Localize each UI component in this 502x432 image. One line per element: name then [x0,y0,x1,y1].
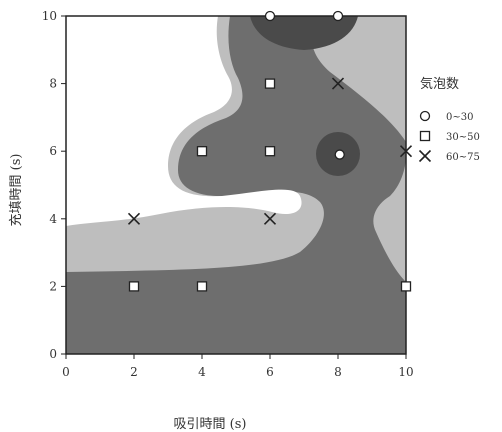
x-tick-label: 8 [334,365,342,379]
x-tick-label: 4 [198,365,206,379]
y-axis-label: 充填時間 (s) [8,154,24,227]
data-point-cross [399,145,413,158]
plot-area [65,15,407,355]
x-tick-label: 0 [62,365,70,379]
data-point-circle [332,10,344,22]
contour-region-dark [250,16,358,50]
data-point-square [196,146,208,157]
x-axis-label: 吸引時間 (s) [174,417,247,432]
data-markers [127,10,413,292]
x-tick-label: 2 [130,365,138,379]
legend-title: 気泡数 [420,76,459,92]
legend: 気泡数 0~30 30~50 60~75 [418,76,480,163]
data-point-square [400,281,412,292]
y-tick-label: 0 [49,347,57,361]
contour-region-white [66,16,302,226]
y-tick-label: 2 [49,279,57,293]
legend-entry-label: 0~30 [446,112,473,123]
y-tick-label: 8 [49,77,57,91]
legend-marker-circle [419,110,431,122]
legend-marker-square [419,130,431,142]
y-tick-label: 6 [49,144,57,158]
legend-marker-cross [418,149,432,163]
x-tick-label: 10 [398,365,413,379]
data-point-cross [331,77,345,90]
plot-frame [65,15,407,355]
data-point-square [264,78,276,89]
y-tick-label: 4 [49,212,57,226]
x-tick-label: 6 [266,365,274,379]
y-tick-label: 10 [42,9,57,23]
axes: 0 2 4 6 8 10 0 2 4 6 8 10 [42,9,414,379]
data-point-circle [264,10,276,22]
data-point-square [128,281,140,292]
legend-entry-label: 30~50 [446,132,480,143]
legend-entry-label: 60~75 [446,152,480,163]
data-point-square [196,281,208,292]
data-point-cross [127,212,141,225]
data-point-cross [263,212,277,225]
data-point-square [264,146,276,157]
data-point-circle [334,149,345,160]
